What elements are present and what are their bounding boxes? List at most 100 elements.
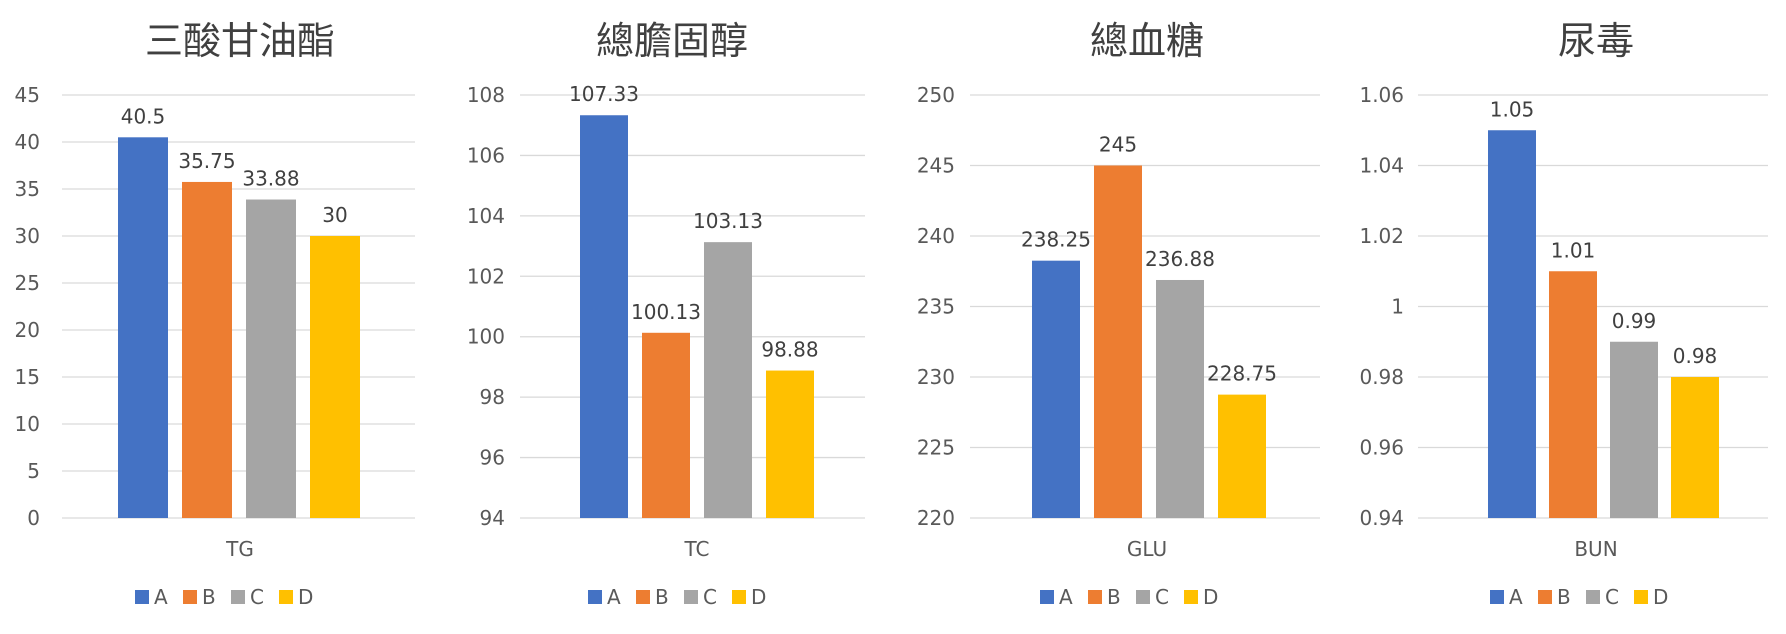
y-tick-label: 1 [1391, 295, 1404, 319]
legend-swatch-c [1586, 590, 1600, 604]
data-label: 98.88 [761, 338, 818, 362]
x-category-label: TC [683, 537, 709, 561]
bar-a [1488, 130, 1536, 518]
legend-label: A [154, 585, 168, 609]
y-tick-label: 108 [467, 83, 505, 107]
data-label: 1.05 [1490, 97, 1535, 121]
y-tick-label: 30 [15, 224, 40, 248]
legend-swatch-c [684, 590, 698, 604]
legend-label: B [1107, 585, 1121, 609]
y-tick-label: 230 [917, 365, 955, 389]
legend-swatch-d [1634, 590, 1648, 604]
bar-b [1549, 271, 1597, 518]
y-tick-label: 100 [467, 325, 505, 349]
legend-label: B [1557, 585, 1571, 609]
bar-b [642, 332, 690, 518]
x-category-label: BUN [1574, 537, 1617, 561]
legend-swatch-b [1088, 590, 1102, 604]
legend-label: B [655, 585, 669, 609]
y-tick-label: 94 [480, 506, 505, 530]
data-label: 228.75 [1207, 362, 1277, 386]
data-label: 238.25 [1021, 228, 1091, 252]
bar-b [182, 181, 232, 518]
y-tick-label: 106 [467, 143, 505, 167]
chart-title: 總膽固醇 [596, 19, 748, 63]
data-label: 0.99 [1612, 309, 1657, 333]
legend-swatch-d [1184, 590, 1198, 604]
y-tick-label: 0.98 [1359, 365, 1404, 389]
bar-d [1218, 394, 1266, 518]
legend-label: D [1653, 585, 1668, 609]
data-label: 245 [1099, 133, 1137, 157]
data-label: 100.13 [631, 300, 701, 324]
legend-label: A [607, 585, 621, 609]
y-tick-label: 250 [917, 83, 955, 107]
bar-d [1671, 377, 1719, 518]
legend-swatch-b [183, 590, 197, 604]
chart-title: 尿毒 [1558, 19, 1634, 63]
y-tick-label: 15 [15, 365, 40, 389]
data-label: 103.13 [693, 209, 763, 233]
y-tick-label: 1.06 [1359, 83, 1404, 107]
legend-label: C [1605, 585, 1619, 609]
data-label: 30 [322, 203, 347, 227]
bar-a [580, 115, 628, 519]
legend-label: A [1509, 585, 1523, 609]
bar-d [310, 236, 360, 518]
legend-swatch-a [1040, 590, 1054, 604]
y-tick-label: 35 [15, 177, 40, 201]
legend-label: D [1203, 585, 1218, 609]
legend-label: D [298, 585, 313, 609]
y-tick-label: 1.04 [1359, 154, 1404, 178]
y-tick-label: 225 [917, 436, 955, 460]
legend-label: C [1155, 585, 1169, 609]
legend-swatch-c [1136, 590, 1150, 604]
y-tick-label: 45 [15, 83, 40, 107]
y-tick-label: 40 [15, 130, 40, 154]
bar-d [766, 370, 814, 518]
legend-swatch-a [1490, 590, 1504, 604]
legend-swatch-c [231, 590, 245, 604]
y-tick-label: 0 [27, 506, 40, 530]
x-category-label: TG [225, 537, 254, 561]
bar-a [118, 137, 168, 519]
legend-swatch-a [588, 590, 602, 604]
y-tick-label: 220 [917, 506, 955, 530]
legend-label: D [751, 585, 766, 609]
legend-swatch-a [135, 590, 149, 604]
y-tick-label: 96 [480, 446, 505, 470]
data-label: 0.98 [1673, 344, 1718, 368]
bar-c [1610, 341, 1658, 518]
legend-swatch-b [1538, 590, 1552, 604]
legend-swatch-d [732, 590, 746, 604]
y-tick-label: 25 [15, 271, 40, 295]
y-tick-label: 240 [917, 224, 955, 248]
y-tick-label: 98 [480, 385, 505, 409]
data-label: 107.33 [569, 82, 639, 106]
y-tick-label: 1.02 [1359, 224, 1404, 248]
y-tick-label: 20 [15, 318, 40, 342]
x-category-label: GLU [1127, 537, 1167, 561]
y-tick-label: 245 [917, 154, 955, 178]
chart-title: 三酸甘油酯 [145, 19, 335, 63]
y-tick-label: 0.94 [1359, 506, 1404, 530]
data-label: 1.01 [1551, 238, 1596, 262]
bar-a [1032, 260, 1080, 518]
y-tick-label: 0.96 [1359, 436, 1404, 460]
legend-label: B [202, 585, 216, 609]
y-tick-label: 10 [15, 412, 40, 436]
data-label: 40.5 [121, 104, 166, 128]
data-label: 35.75 [178, 149, 235, 173]
legend-label: C [703, 585, 717, 609]
bar-b [1094, 165, 1142, 518]
bar-c [246, 199, 296, 518]
legend-swatch-b [636, 590, 650, 604]
bar-c [704, 242, 752, 519]
legend-label: C [250, 585, 264, 609]
bar-c [1156, 279, 1204, 518]
data-label: 33.88 [242, 167, 299, 191]
legend-swatch-d [279, 590, 293, 604]
legend-label: A [1059, 585, 1073, 609]
